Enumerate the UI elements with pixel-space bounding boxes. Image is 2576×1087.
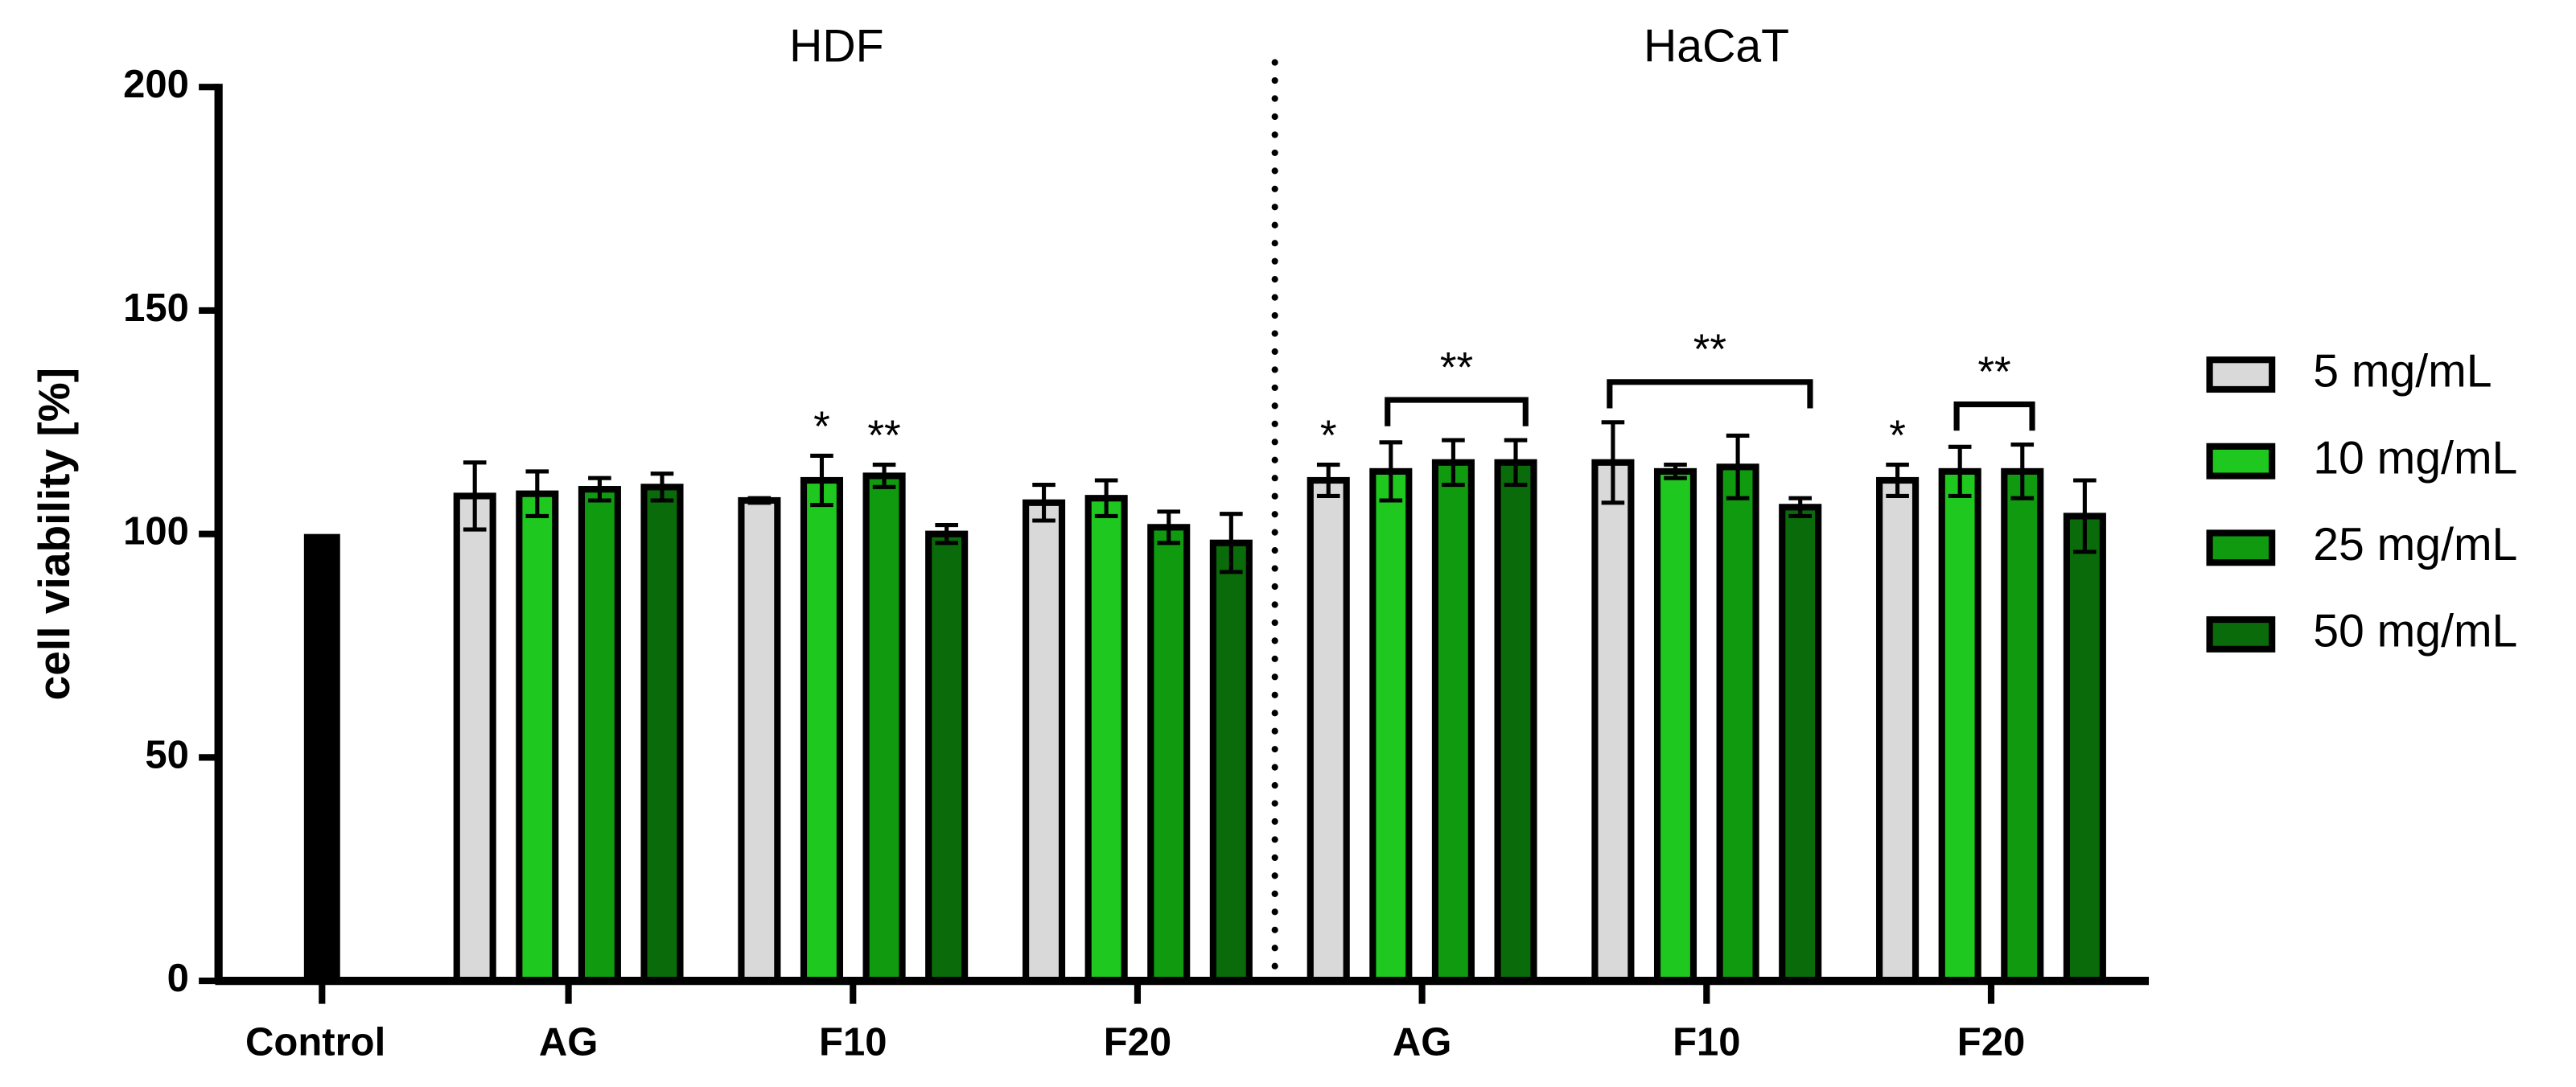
legend-swatch — [2206, 529, 2276, 566]
bar — [2001, 467, 2044, 985]
bar — [1209, 539, 1253, 985]
bar — [738, 496, 781, 985]
bar — [1307, 476, 1350, 985]
bar — [640, 484, 684, 985]
y-tick-label: 50 — [145, 733, 189, 776]
legend-label: 5 mg/mL — [2313, 346, 2492, 397]
bar — [1876, 476, 1920, 985]
error-bar — [1788, 496, 1812, 518]
error-bar — [872, 463, 896, 489]
significance-label: * — [813, 403, 830, 451]
x-tick-label: AG — [539, 1021, 598, 1064]
bar — [516, 490, 559, 985]
error-bar — [2073, 478, 2097, 554]
significance-bracket — [1607, 379, 1813, 409]
bar — [862, 472, 906, 985]
bar — [1084, 495, 1128, 985]
bar — [578, 486, 621, 985]
bar — [1591, 459, 1635, 985]
bar — [1023, 499, 1066, 985]
bar — [1431, 459, 1475, 985]
error-bar — [1379, 440, 1403, 503]
error-bar — [1442, 438, 1465, 488]
error-bar — [1504, 438, 1528, 488]
y-axis-label: cell viability [%] — [29, 368, 79, 701]
panel-title: HaCaT — [1644, 20, 1789, 72]
legend-label: 50 mg/mL — [2313, 606, 2517, 657]
error-bar — [747, 496, 772, 505]
significance-label: ** — [867, 412, 900, 459]
bar — [2063, 513, 2106, 985]
error-bar — [525, 469, 549, 518]
x-tick-label: Control — [245, 1021, 385, 1064]
error-bar — [1157, 509, 1181, 546]
x-tick-label: F20 — [1104, 1021, 1171, 1064]
bar — [925, 530, 969, 985]
legend-swatch — [2206, 356, 2276, 393]
error-bar — [1726, 433, 1750, 500]
bar — [303, 533, 340, 982]
y-tick-label: 150 — [123, 286, 189, 330]
significance-bracket — [1385, 397, 1529, 426]
legend-label: 25 mg/mL — [2313, 519, 2517, 570]
error-bar — [935, 522, 958, 546]
x-tick-label: F10 — [819, 1021, 887, 1064]
legend-swatch — [2206, 443, 2276, 480]
bar — [800, 476, 844, 985]
bar — [1369, 467, 1413, 985]
x-tick-label: F20 — [1957, 1021, 2025, 1064]
x-tick-label: F10 — [1673, 1021, 1740, 1064]
significance-label: ** — [1693, 326, 1726, 373]
bar — [1938, 467, 1981, 985]
bar — [1494, 459, 1537, 985]
y-tick-label: 200 — [123, 63, 189, 106]
significance-label: ** — [1440, 344, 1473, 391]
error-bar — [2010, 443, 2035, 500]
error-bar — [588, 476, 611, 503]
error-bar — [1601, 420, 1625, 505]
significance-label: ** — [1977, 348, 2010, 396]
bar — [453, 492, 496, 985]
error-bar — [1094, 478, 1118, 518]
error-bar — [1316, 463, 1340, 498]
y-tick-label: 100 — [123, 510, 189, 554]
significance-bracket — [1953, 401, 2035, 431]
legend-label: 10 mg/mL — [2313, 432, 2517, 484]
bar — [1653, 467, 1697, 985]
bar — [1147, 524, 1191, 985]
error-bar — [650, 471, 674, 503]
error-bar — [1220, 512, 1243, 574]
x-tick-label: AG — [1393, 1021, 1452, 1064]
error-bar — [1032, 483, 1056, 523]
error-bar — [810, 453, 833, 508]
bar — [1716, 463, 1759, 985]
error-bar — [1886, 463, 1909, 498]
y-tick-label: 0 — [167, 957, 189, 1000]
legend-swatch — [2206, 616, 2276, 653]
panel-title: HDF — [789, 20, 883, 72]
error-bar — [463, 460, 487, 532]
error-bar — [1664, 463, 1687, 480]
error-bar — [1948, 444, 1972, 498]
bar — [1779, 504, 1822, 985]
significance-label: * — [1320, 412, 1337, 459]
significance-label: * — [1889, 412, 1906, 459]
